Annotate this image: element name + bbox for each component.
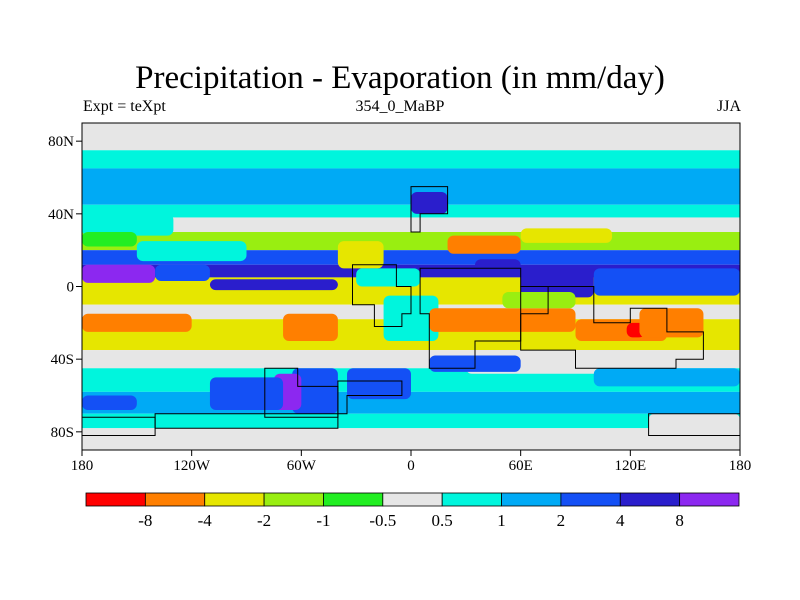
field-patch-5 — [209, 279, 338, 291]
x-tick-label-2: 60W — [287, 458, 317, 474]
colorbar-box-0 — [85, 492, 146, 507]
field-patch-18 — [520, 228, 613, 243]
field-patch-2 — [136, 241, 247, 262]
period-label: 354_0_MaBP — [355, 98, 445, 115]
colorbar-box-6 — [441, 492, 502, 507]
colorbar-label-7: 2 — [557, 511, 566, 530]
colorbar-box-10 — [679, 492, 740, 507]
chart-title: Precipitation - Evaporation (in mm/day) — [135, 60, 665, 96]
field-band-11 — [82, 350, 740, 369]
colorbar-box-7 — [501, 492, 562, 507]
colorbar-label-8: 4 — [616, 511, 625, 530]
colorbar-label-0: -8 — [138, 511, 152, 530]
field-patch-30 — [82, 395, 137, 411]
axes-layer: 180 120W 60W 0 60E 120E 180 80N 40N 0 40S 80S — [48, 134, 751, 474]
field-band-13 — [82, 391, 740, 414]
y-tick-label-2: 0 — [67, 280, 75, 296]
colorbar-box-4 — [323, 492, 384, 507]
y-tick-label-1: 40N — [48, 207, 74, 223]
x-tick-label-6: 180 — [729, 458, 752, 474]
colorbar-label-9: 8 — [675, 511, 684, 530]
x-tick-label-1: 120W — [173, 458, 211, 474]
x-tick-label-5: 120E — [614, 458, 646, 474]
colorbar-label-4: -0.5 — [369, 511, 396, 530]
land-outline-7 — [82, 416, 156, 436]
field-band-14 — [82, 413, 740, 429]
field-patch-8 — [283, 313, 338, 341]
field-band-15 — [82, 428, 740, 450]
field-patch-26 — [639, 308, 704, 338]
field-layer — [82, 123, 740, 450]
land-outline-3 — [520, 286, 704, 369]
field-patch-22 — [429, 308, 576, 332]
colorbar-label-2: -2 — [257, 511, 271, 530]
land-outline-layer — [82, 186, 740, 436]
field-patch-19 — [474, 259, 521, 276]
field-patch-16 — [411, 192, 448, 214]
colorbar: -8 -4 -2 -1 -0.5 0.5 1 2 4 8 — [85, 492, 740, 530]
y-tick-label-3: 40S — [51, 352, 74, 368]
field-patch-15 — [383, 295, 439, 341]
field-patch-11 — [209, 377, 284, 411]
field-patch-12 — [347, 368, 411, 400]
colorbar-box-3 — [263, 492, 324, 507]
season-label: JJA — [716, 98, 741, 115]
land-outline-8 — [648, 413, 740, 436]
field-patch-20 — [520, 268, 594, 298]
x-tick-label-4: 60E — [509, 458, 533, 474]
field-patch-29 — [593, 368, 740, 387]
field-patch-25 — [502, 291, 576, 309]
colorbar-box-5 — [382, 492, 443, 507]
field-patch-6 — [82, 313, 192, 332]
colorbar-box-1 — [144, 492, 206, 507]
x-tick-label-0: 180 — [71, 458, 94, 474]
field-patch-4 — [155, 264, 210, 282]
field-band-1 — [82, 150, 740, 169]
colorbar-label-1: -4 — [198, 511, 213, 530]
field-patch-7 — [191, 322, 284, 345]
field-patch-17 — [447, 235, 521, 254]
colorbar-box-2 — [204, 492, 265, 507]
field-band-0 — [82, 123, 740, 151]
y-tick-label-4: 80S — [51, 425, 74, 441]
experiment-label: Expt = teXpt — [83, 98, 166, 115]
colorbar-label-3: -1 — [316, 511, 330, 530]
field-patch-1 — [82, 232, 137, 247]
field-patch-3 — [82, 264, 156, 283]
field-patch-9 — [292, 368, 338, 414]
field-patch-31 — [648, 413, 740, 432]
colorbar-box-9 — [619, 492, 681, 507]
colorbar-label-5: 0.5 — [432, 511, 453, 530]
colorbar-label-6: 1 — [497, 511, 506, 530]
field-patch-21 — [593, 268, 740, 296]
field-patch-13 — [337, 241, 384, 269]
field-patch-14 — [356, 268, 421, 287]
colorbar-box-8 — [560, 492, 621, 507]
field-patch-0 — [82, 213, 174, 236]
x-tick-label-3: 0 — [407, 458, 415, 474]
land-outline-0 — [410, 186, 449, 233]
y-tick-label-0: 80N — [48, 134, 74, 150]
land-outline-1 — [352, 264, 412, 327]
